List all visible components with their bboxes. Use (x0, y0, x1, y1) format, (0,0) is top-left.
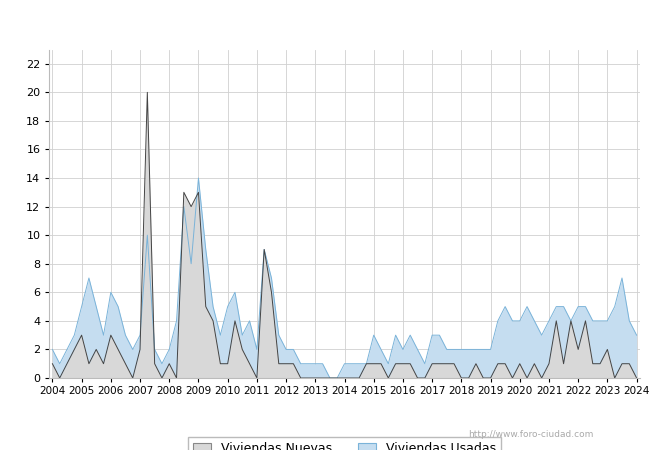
Text: Ataun - Evolucion del Nº de Transacciones Inmobiliarias: Ataun - Evolucion del Nº de Transaccione… (122, 13, 528, 28)
Text: http://www.foro-ciudad.com: http://www.foro-ciudad.com (468, 430, 593, 439)
Legend: Viviendas Nuevas, Viviendas Usadas: Viviendas Nuevas, Viviendas Usadas (188, 437, 501, 450)
